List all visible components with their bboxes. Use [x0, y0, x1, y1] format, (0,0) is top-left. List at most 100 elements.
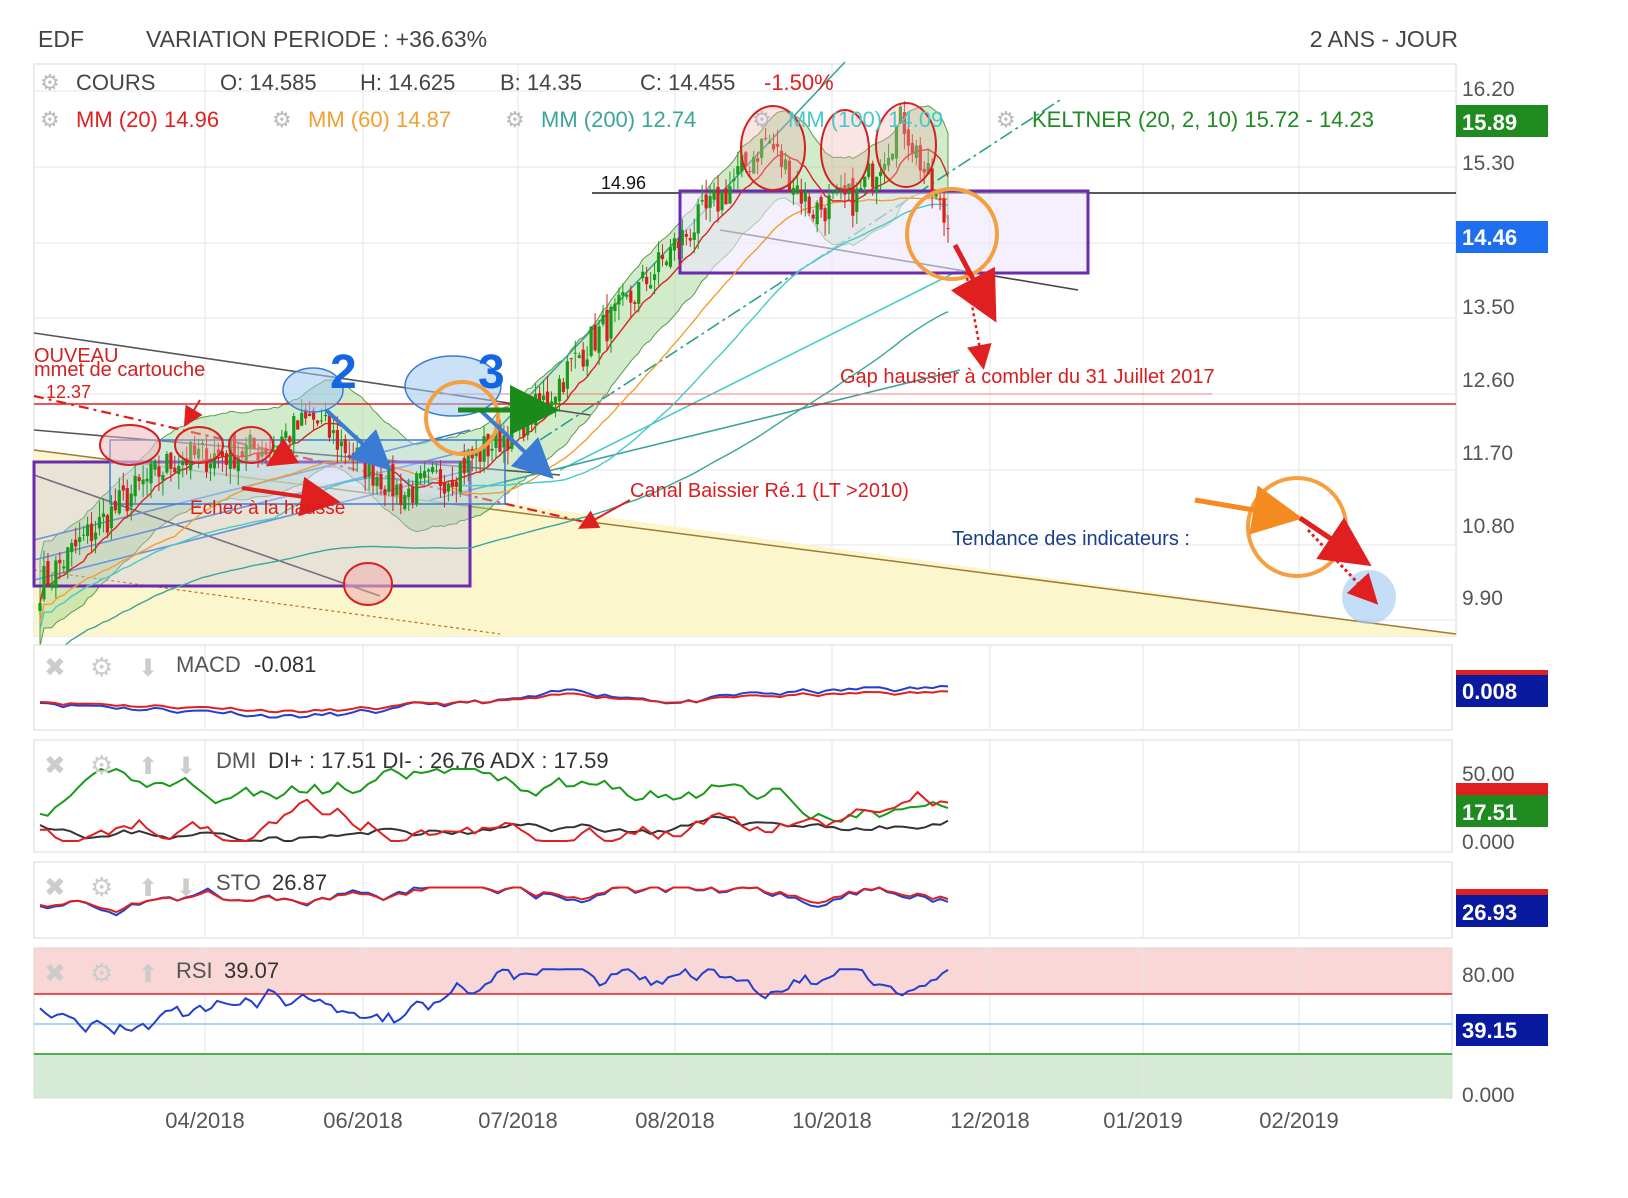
mm60-gear-icon[interactable]: ⚙: [272, 107, 292, 132]
sto-badge-text: 26.93: [1462, 900, 1517, 925]
candle-body: [403, 495, 407, 510]
candle-body: [597, 326, 601, 353]
candle-body: [859, 187, 863, 191]
gear-icon[interactable]: ⚙: [90, 652, 113, 682]
close-value: C: 14.455: [640, 70, 735, 95]
macd-value: -0.081: [254, 652, 316, 677]
gear-icon[interactable]: ⚙: [40, 70, 60, 95]
low-value: B: 14.35: [500, 70, 582, 95]
candle-body: [565, 361, 569, 389]
price-tick: 12.60: [1462, 369, 1515, 392]
close-icon[interactable]: ✖: [44, 750, 66, 780]
annotation-arrows: [183, 243, 1379, 605]
high-price-badge-text: 15.89: [1462, 110, 1517, 135]
candle-body: [395, 484, 399, 496]
candle-body: [807, 196, 811, 214]
rsi-tick-0: 0.000: [1462, 1084, 1515, 1107]
candle-body: [902, 112, 906, 134]
rsi-overbought-zone: [34, 948, 1452, 994]
candle-body: [284, 431, 288, 438]
sto-grid: [204, 862, 1300, 938]
candle-body: [649, 285, 653, 289]
arrow-down-icon[interactable]: ⬇: [138, 655, 158, 682]
gear-icon[interactable]: ⚙: [90, 872, 113, 902]
open-value: O: 14.585: [220, 70, 317, 95]
arrow-down-icon[interactable]: ⬇: [176, 753, 196, 780]
candle-body: [339, 441, 343, 447]
candle-body: [537, 393, 542, 405]
rsi-badge-text: 39.15: [1462, 1018, 1517, 1043]
arrow-up-icon[interactable]: ⬆: [138, 961, 158, 988]
candle-body: [708, 195, 712, 208]
mm200-gear-icon[interactable]: ⚙: [505, 107, 525, 132]
candle-body: [914, 145, 918, 158]
cours-label: COURS: [76, 70, 155, 95]
level-label-1496: 14.96: [601, 173, 646, 193]
candle-body: [752, 156, 756, 174]
x-tick: 07/2018: [478, 1108, 558, 1133]
candle-body: [656, 252, 661, 273]
candle-body: [58, 559, 62, 564]
candle-body: [46, 561, 50, 585]
candle-body: [240, 451, 244, 457]
close-icon[interactable]: ✖: [44, 958, 66, 988]
candle-body: [161, 474, 165, 481]
candle-body: [878, 171, 883, 177]
arrow-up-icon[interactable]: ⬆: [138, 753, 158, 780]
mm100-gear-icon[interactable]: ⚙: [752, 107, 772, 132]
candle-body: [803, 191, 807, 202]
candle-body: [490, 448, 494, 451]
candle-body: [831, 192, 835, 194]
gear-icon[interactable]: ⚙: [90, 958, 113, 988]
close-icon[interactable]: ✖: [44, 872, 66, 902]
candle-body: [526, 402, 530, 436]
candle-body: [70, 542, 74, 553]
candle-body: [676, 241, 680, 249]
candle-body: [434, 470, 439, 472]
mm100-line: [39, 203, 949, 631]
candle-body: [450, 480, 454, 487]
candle-body: [315, 420, 320, 424]
sto-value: 26.87: [272, 870, 327, 895]
candle-body: [193, 445, 197, 456]
candle-body: [652, 274, 657, 281]
candle-body: [323, 414, 328, 417]
candle-body: [573, 352, 577, 354]
candle-body: [791, 187, 795, 195]
dmi-label: DMI: [216, 748, 256, 773]
consolidation-box-2: [678, 189, 1090, 275]
candle-body: [506, 437, 510, 450]
period-selector[interactable]: 2 ANS - JOUR: [1309, 26, 1458, 52]
candle-body: [256, 453, 260, 461]
arrow-down-icon[interactable]: ⬇: [176, 875, 196, 902]
di-plus-line: [39, 767, 949, 823]
candle-body: [882, 164, 887, 170]
candle-body: [502, 435, 506, 448]
dmi-tick-0: 0.000: [1462, 831, 1515, 854]
legend-row-mm: ⚙ MM (20) 14.96 ⚙ MM (60) 14.87 ⚙ MM (20…: [40, 107, 1374, 132]
price-tick: 10.80: [1462, 515, 1515, 538]
candle-body: [549, 401, 554, 407]
high-value: H: 14.625: [360, 70, 455, 95]
mm20-gear-icon[interactable]: ⚙: [40, 107, 60, 132]
candle-body: [771, 143, 776, 150]
price-tick: 9.90: [1462, 587, 1503, 610]
gear-icon[interactable]: ⚙: [90, 750, 113, 780]
candle-body: [633, 302, 637, 304]
candle-body: [438, 469, 443, 487]
candle-body: [823, 208, 827, 222]
candle-body: [411, 486, 415, 504]
keltner-gear-icon[interactable]: ⚙: [996, 107, 1016, 132]
candle-body: [454, 481, 458, 487]
candle-body: [97, 516, 102, 529]
close-icon[interactable]: ✖: [44, 652, 66, 682]
candle-body: [280, 436, 284, 445]
mm100-label: MM (100) 14.09: [788, 107, 943, 132]
arrow-up-icon[interactable]: ⬆: [138, 875, 158, 902]
candle-body: [419, 472, 423, 479]
candle-body: [220, 451, 224, 458]
candle-body: [85, 524, 90, 536]
candle-body: [601, 314, 605, 325]
macd-grid: [204, 645, 1300, 730]
candle-body: [407, 488, 411, 498]
